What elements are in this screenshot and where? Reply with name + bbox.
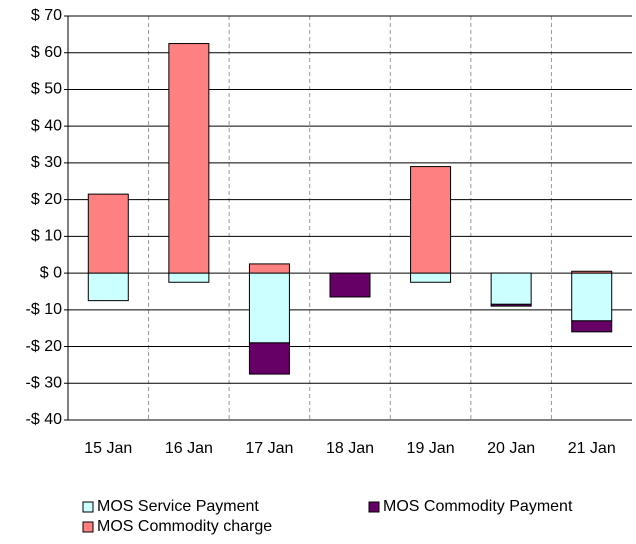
bar-segment [490,272,532,305]
y-tick-label: $ 0 [40,264,62,281]
bar-segment [410,272,452,283]
bar-segment [571,272,613,322]
bar-segment [410,166,452,274]
x-tick-label: 16 Jan [165,440,213,457]
x-tick-label: 21 Jan [568,440,616,457]
y-tick-label: -$ 20 [26,338,63,355]
y-tick-label: $ 20 [31,191,62,208]
legend-label: MOS Commodity charge [97,518,272,535]
y-tick-label: $ 60 [31,44,62,61]
bar-segment [87,193,129,274]
x-tick-label: 19 Jan [407,440,455,457]
bar-segment [571,320,613,333]
bar-segment [571,270,613,274]
bar-segment [168,272,210,283]
y-tick-label: $ 50 [31,81,62,98]
y-tick-label: $ 70 [31,7,62,24]
bar-segment [87,272,129,302]
legend-swatch [82,521,94,533]
x-tick-label: 15 Jan [84,440,132,457]
legend-swatch [82,501,94,513]
y-tick-label: $ 10 [31,228,62,245]
y-tick-label: $ 40 [31,117,62,134]
legend-swatch [368,501,380,513]
y-tick-label: -$ 40 [26,411,63,428]
x-tick-label: 20 Jan [487,440,535,457]
bar-segment [168,43,210,274]
x-tick-label: 18 Jan [326,440,374,457]
legend-label: MOS Service Payment [97,498,259,515]
y-tick-label: $ 30 [31,154,62,171]
bar-segment [248,263,290,274]
bar-segment [248,342,290,375]
bar-segment [248,272,290,344]
x-tick-label: 17 Jan [245,440,293,457]
bar-segment [490,303,532,307]
bar-segment [329,272,371,298]
legend-label: MOS Commodity Payment [383,498,573,515]
y-tick-label: -$ 10 [26,301,63,318]
y-tick-label: -$ 30 [26,374,63,391]
